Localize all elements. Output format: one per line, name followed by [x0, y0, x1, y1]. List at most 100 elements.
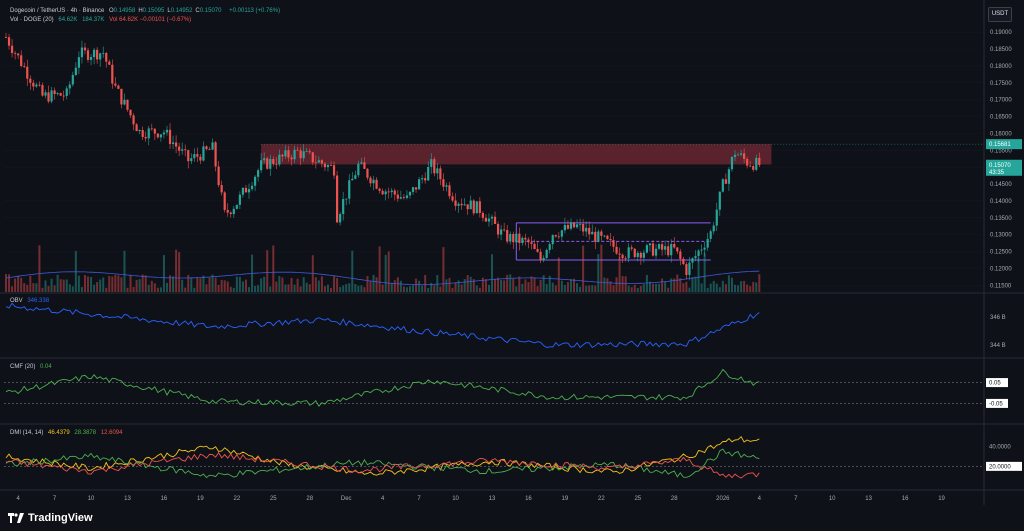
volume-bar	[405, 287, 408, 292]
candle-body	[706, 238, 709, 248]
volume-bar	[642, 284, 645, 292]
volume-bar	[257, 285, 260, 292]
candle-body	[132, 115, 135, 125]
candle-body	[739, 153, 743, 155]
volume-bar	[156, 287, 159, 292]
volume-bar	[275, 281, 278, 292]
candle-body	[317, 160, 320, 163]
candle-body	[569, 222, 573, 229]
currency-selector[interactable]: USDT	[988, 7, 1012, 22]
volume-bar	[384, 254, 387, 292]
volume-bar	[427, 287, 430, 292]
x-tick-label: 10	[88, 496, 95, 502]
volume-bar	[129, 275, 132, 292]
volume-legend[interactable]: Vol · DOGE (20) 64.62K 184.37K Vol 64.62…	[10, 17, 194, 23]
volume-bar	[44, 280, 47, 292]
candle-body	[600, 231, 603, 236]
volume-bar	[737, 285, 740, 292]
volume-bar	[360, 285, 363, 292]
candle-body	[17, 53, 20, 56]
candle-body	[694, 256, 697, 259]
volume-bar	[217, 284, 220, 292]
volume-bar	[576, 283, 579, 292]
volume-bar	[718, 287, 721, 292]
ohlc-o: O0.14958	[108, 8, 136, 14]
volume-bar	[408, 286, 411, 292]
volume-bar	[235, 276, 238, 292]
candle-body	[156, 133, 159, 138]
volume-bar	[712, 280, 715, 292]
candle-body	[724, 179, 727, 184]
candle-body	[144, 136, 147, 139]
candle-body	[287, 150, 290, 158]
volume-bar	[135, 279, 138, 292]
brand-name: TradingView	[28, 512, 93, 524]
candle-body	[83, 47, 87, 51]
candle-body	[308, 151, 311, 153]
candle-body	[44, 92, 47, 96]
volume-bar	[433, 285, 436, 292]
candle-body	[178, 146, 181, 151]
volume-bar	[585, 285, 588, 292]
candle-body	[53, 90, 56, 95]
volume-bar	[740, 281, 743, 292]
volume-bar	[566, 282, 569, 292]
candle-body	[354, 175, 357, 179]
volume-bar	[357, 285, 360, 292]
x-tick-label: 25	[270, 496, 277, 502]
candle-body	[758, 157, 761, 166]
candle-body	[448, 185, 451, 197]
candle-body	[29, 78, 32, 83]
volume-bar	[694, 276, 697, 292]
candle-body	[384, 191, 387, 195]
obv-legend[interactable]: OBV 346.338	[10, 298, 49, 304]
volume-bar	[554, 285, 557, 292]
candle-body	[323, 163, 327, 168]
candle-body	[688, 262, 691, 275]
volume-bar	[290, 278, 293, 292]
volume-bar	[536, 286, 539, 292]
dmi-threshold-tag	[986, 461, 1022, 471]
candle-body	[311, 152, 314, 163]
volume-bar	[560, 280, 563, 292]
volume-bar	[621, 276, 624, 292]
volume-bar	[515, 286, 518, 292]
volume-bar	[658, 283, 661, 292]
candle-body	[594, 231, 597, 242]
volume-bar	[181, 279, 184, 292]
tradingview-logo[interactable]: TradingView	[8, 512, 93, 524]
candle-body	[196, 154, 199, 157]
candle-body	[320, 160, 323, 164]
candle-body	[554, 235, 557, 237]
volume-bar	[454, 282, 457, 292]
candle-body	[430, 159, 433, 167]
price-tag-label: 0.15681	[989, 142, 1011, 148]
volume-bar	[159, 287, 162, 292]
candle-body	[366, 168, 369, 178]
x-tick-label: 10	[452, 496, 459, 502]
volume-bar	[232, 287, 235, 292]
volume-bar	[369, 280, 372, 292]
volume-bar	[83, 275, 86, 292]
volume-bar	[114, 274, 117, 292]
volume-bar	[481, 277, 484, 292]
dmi-legend[interactable]: DMI (14, 14) 46.4379 28.3878 12.6094	[10, 430, 122, 436]
candle-body	[718, 191, 721, 210]
y-tick-label: 0.13000	[990, 233, 1012, 239]
symbol-legend[interactable]: Dogecoin / TetherUS · 4h · Binance O0.14…	[10, 8, 283, 14]
cmf-legend[interactable]: CMF (20) 0.04	[10, 364, 52, 370]
candle-body	[667, 246, 670, 256]
ohlc-c: C0.15070	[195, 8, 222, 14]
candle-body	[199, 156, 202, 161]
candle-body	[10, 45, 14, 54]
volume-bar	[630, 287, 633, 292]
candle-body	[232, 208, 235, 215]
minus-di-line	[5, 451, 760, 479]
candle-body	[405, 195, 409, 198]
candle-body	[65, 88, 68, 96]
candle-body	[41, 85, 44, 96]
volume-bar	[457, 280, 460, 292]
candle-body	[108, 61, 111, 65]
